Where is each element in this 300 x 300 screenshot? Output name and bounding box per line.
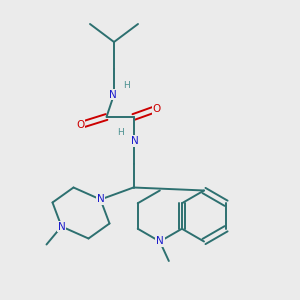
Text: N: N bbox=[131, 136, 139, 146]
Text: O: O bbox=[153, 104, 161, 115]
Text: O: O bbox=[76, 119, 84, 130]
Text: N: N bbox=[156, 236, 164, 247]
Text: N: N bbox=[97, 194, 104, 205]
Text: N: N bbox=[58, 221, 65, 232]
Text: H: H bbox=[118, 128, 124, 137]
Text: H: H bbox=[123, 81, 130, 90]
Text: N: N bbox=[109, 89, 116, 100]
